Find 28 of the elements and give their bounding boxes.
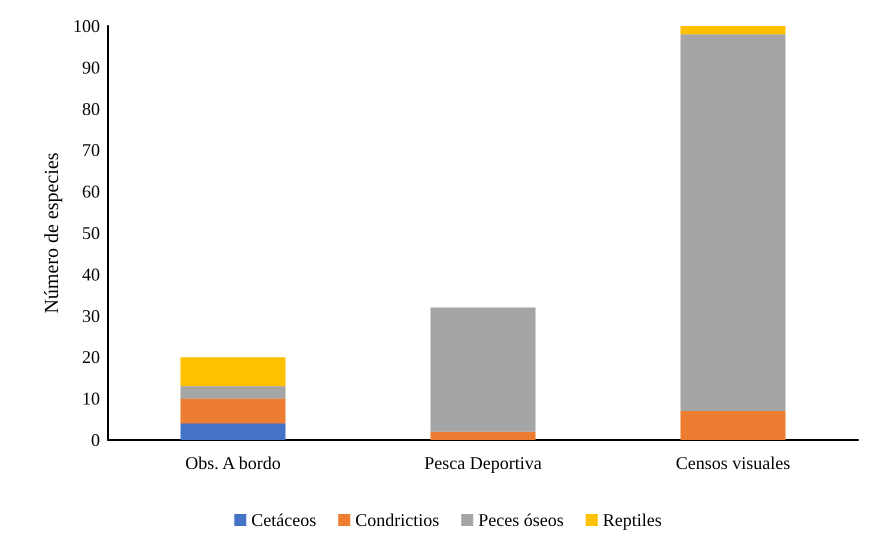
bar bbox=[180, 398, 286, 424]
y-tick-label: 20 bbox=[82, 347, 100, 368]
y-tick-label: 40 bbox=[82, 264, 100, 284]
y-tick-label: 80 bbox=[82, 98, 100, 119]
y-tick-label: 10 bbox=[82, 388, 100, 409]
y-tick-label: 30 bbox=[82, 306, 100, 326]
bar bbox=[680, 411, 786, 440]
y-tick-label: 50 bbox=[82, 223, 100, 243]
y-tick-label: 70 bbox=[82, 140, 100, 160]
legend-label: Reptiles bbox=[602, 510, 662, 530]
bar bbox=[430, 432, 536, 440]
bar bbox=[680, 34, 786, 412]
bar bbox=[430, 308, 536, 432]
legend-label: Condrictios bbox=[355, 510, 440, 530]
y-axis-title: Número de especies bbox=[41, 152, 64, 314]
bar bbox=[180, 357, 286, 386]
x-tick-label: Obs. A bordo bbox=[185, 453, 281, 473]
legend-label: Peces óseos bbox=[478, 510, 564, 530]
y-tick-label: 90 bbox=[82, 57, 100, 78]
x-tick-label: Censos visuales bbox=[676, 453, 790, 473]
bar bbox=[680, 26, 786, 34]
bar bbox=[180, 386, 286, 399]
y-tick-label: 100 bbox=[73, 16, 100, 36]
y-tick-label: 60 bbox=[82, 182, 100, 202]
y-tick-label: 0 bbox=[91, 430, 100, 450]
legend-label: Cetáceos bbox=[251, 510, 316, 530]
x-tick-label: Pesca Deportiva bbox=[424, 453, 542, 473]
bar bbox=[180, 423, 286, 440]
